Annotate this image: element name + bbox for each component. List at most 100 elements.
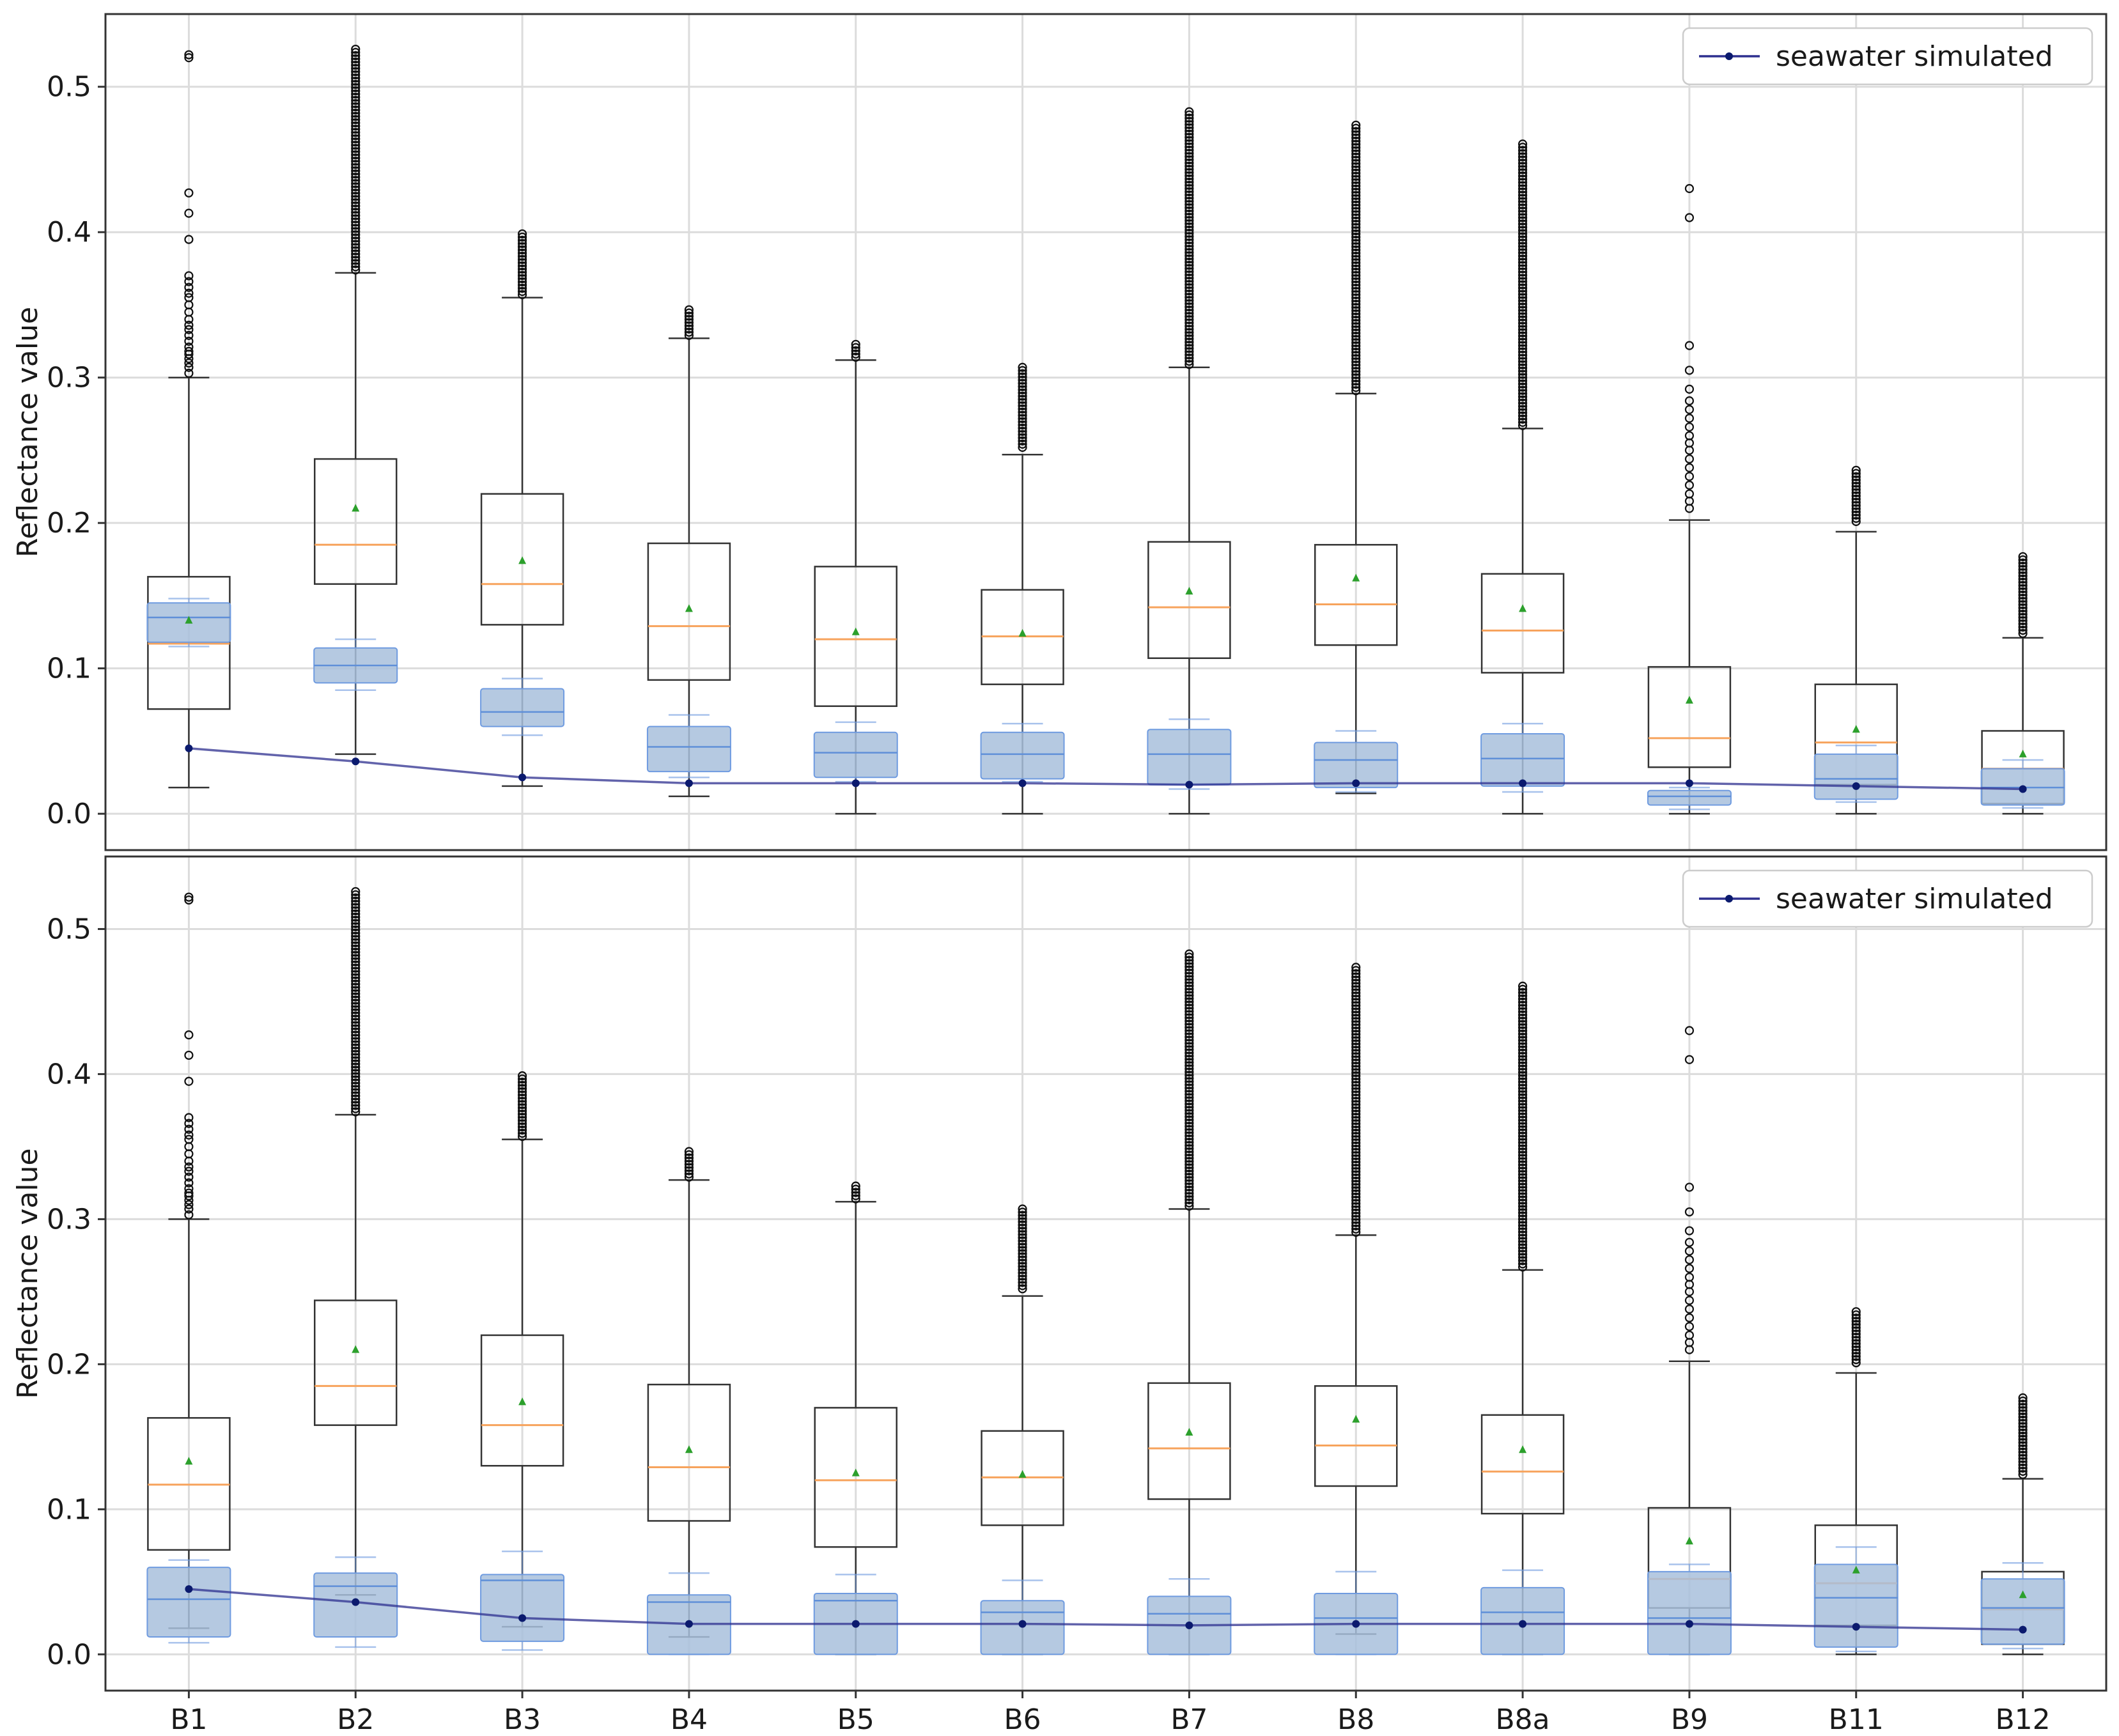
flier-point (1517, 1029, 1528, 1039)
xtick-label: B4 (671, 1703, 708, 1733)
flier-point (351, 198, 361, 208)
flier-point (2018, 1399, 2028, 1409)
box-iqr (1480, 573, 1565, 674)
mean-marker (2019, 1590, 2027, 1599)
flier-point (1351, 318, 1361, 329)
flier-point (184, 1135, 194, 1144)
flier-point (1517, 226, 1528, 235)
flier-point (351, 970, 361, 979)
flier-point (1517, 1093, 1528, 1103)
flier-point (1184, 341, 1194, 350)
flier-point (351, 1008, 361, 1018)
flier-point (1184, 1185, 1194, 1195)
flier-point (351, 1066, 361, 1075)
flier-point (1517, 1138, 1528, 1147)
flier-point (1517, 1253, 1528, 1262)
flier-point (351, 211, 361, 221)
flier-point (1851, 488, 1861, 497)
flier-point (1851, 1317, 1861, 1326)
flier-point (351, 131, 361, 141)
flier-point (1517, 1182, 1528, 1192)
flier-point (517, 235, 527, 245)
flier-point (351, 86, 361, 96)
mean-marker (1185, 1428, 1193, 1436)
flier-point (517, 251, 527, 261)
flier-point (2018, 1428, 2028, 1438)
flier-point (1684, 1296, 1695, 1305)
flier-point (684, 1159, 694, 1169)
flier-point (1517, 318, 1528, 328)
xtick-label: B12 (1995, 1703, 2050, 1733)
flier-point (2018, 596, 2028, 607)
flier-point (1517, 1112, 1528, 1122)
flier-point (351, 73, 361, 83)
flier-point (351, 249, 361, 259)
flier-point (1351, 194, 1361, 203)
flier-point (1351, 238, 1361, 249)
seawater-point (851, 1620, 860, 1628)
flier-point (351, 125, 361, 134)
flier-point (184, 895, 194, 905)
flier-point (351, 1078, 361, 1088)
flier-point (1184, 110, 1194, 120)
flier-point (1851, 469, 1861, 478)
flier-point (1517, 1074, 1528, 1083)
flier-point (1184, 1029, 1194, 1039)
flier-point (1684, 1207, 1695, 1217)
flier-point (1851, 481, 1861, 491)
flier-point (1184, 1026, 1194, 1035)
flier-point (1351, 1141, 1361, 1151)
flier-point (184, 277, 194, 286)
flier-point (2018, 603, 2028, 613)
flier-point (184, 346, 194, 356)
flier-point (351, 157, 361, 166)
ytick-label: 0.0 (47, 1638, 91, 1671)
box-filled-B3 (480, 678, 565, 736)
flier-point (1684, 472, 1695, 481)
box-iqr-filled (1480, 733, 1565, 787)
flier-point (1851, 1336, 1861, 1345)
flier-point (2018, 619, 2028, 629)
flier-point (184, 362, 194, 372)
flier-point (1517, 1227, 1528, 1237)
flier-point (1184, 129, 1194, 139)
flier-point (1184, 158, 1194, 168)
flier-point (1351, 1119, 1361, 1129)
flier-point (1018, 1217, 1027, 1227)
flier-point (1351, 226, 1361, 236)
flier-point (1351, 338, 1361, 348)
mean-marker (1185, 587, 1193, 595)
flier-point (1351, 1151, 1361, 1161)
flier-point (1184, 978, 1194, 988)
box-outline-B2 (314, 44, 398, 756)
flier-point (351, 995, 361, 1005)
box-iqr-filled (1980, 1578, 2065, 1645)
flier-point (1184, 183, 1194, 194)
flier-point (1517, 341, 1528, 350)
flier-point (1184, 244, 1194, 254)
flier-point (1851, 1314, 1861, 1323)
flier-point (1517, 206, 1528, 216)
flier-point (1684, 1273, 1695, 1282)
flier-point (1351, 165, 1361, 174)
flier-point (2018, 1418, 2028, 1429)
flier-point (684, 318, 694, 327)
flier-point (1184, 952, 1194, 962)
flier-point (517, 1112, 527, 1122)
flier-point (1517, 1170, 1528, 1179)
flier-point (1184, 1159, 1194, 1170)
flier-point (351, 941, 361, 950)
flier-point (1517, 1154, 1528, 1163)
flier-point (1517, 155, 1528, 165)
flier-point (1351, 1173, 1361, 1183)
flier-point (1351, 1160, 1361, 1170)
flier-point (351, 1018, 361, 1027)
flier-point (1517, 1176, 1528, 1186)
flier-point (517, 258, 527, 268)
seawater-point (2019, 1625, 2027, 1634)
flier-point (351, 973, 361, 982)
flier-point (351, 931, 361, 941)
flier-point (2018, 625, 2028, 635)
flier-point (1018, 401, 1027, 410)
